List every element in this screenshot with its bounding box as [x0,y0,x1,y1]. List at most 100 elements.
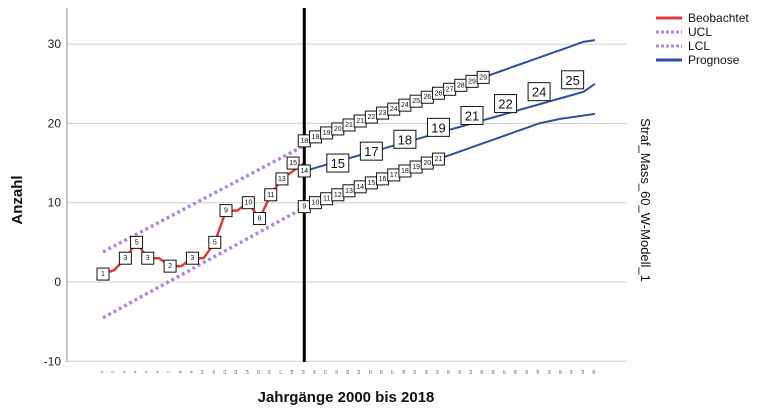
point-label: 8 [258,216,262,223]
point-label: 5 [135,239,139,246]
point-label: 21 [465,108,479,123]
point-label-box [208,235,222,249]
x-tick-label: 28 [401,369,406,374]
point-label: 28 [457,82,465,89]
y-tick-label: 20 [48,116,62,130]
point-label: 29 [479,74,487,81]
x-tick-label: 43 [569,369,574,374]
point-label-box [264,188,278,202]
legend-label-prognose: Prognose [688,53,740,67]
x-tick-label: 13 [233,369,238,374]
point-label-box [286,156,300,170]
y-tick-labels: -10 0 10 20 30 [44,37,62,368]
legend-label-ucl: UCL [688,25,712,39]
point-label: 15 [367,180,375,187]
x-tick-label: 17 [278,369,283,374]
x-tick-label: 21 [323,369,328,374]
x-tick-label: 26 [379,369,384,374]
point-label-box [185,251,199,265]
x-tick-label: 27 [390,369,395,374]
point-label: 14 [356,184,364,191]
x-tick-label: 31 [434,369,439,374]
point-label: 21 [356,118,364,125]
series-line-beobachtet [102,162,306,276]
point-label-box [326,153,350,173]
point-label: 25 [565,73,579,88]
x-tick-label: 12 [222,369,227,374]
point-label: 17 [390,172,398,179]
point-label: 19 [431,120,445,135]
point-label-box [359,141,383,161]
x-tick-label: 34 [468,369,473,374]
point-label-box [431,152,445,166]
point-label-box [393,129,417,149]
gridlines [67,43,627,362]
x-tick-label: 22 [334,369,339,374]
point-label: 20 [334,126,342,133]
x-tick-label: 10 [200,369,205,374]
y-tick-label: 30 [48,37,62,51]
x-tick-label: 14 [244,369,249,374]
point-label: 5 [213,239,217,246]
x-tick-label: 5 [144,370,149,373]
x-tick-label: 29 [412,369,417,374]
x-tick-label: 7 [166,370,171,373]
control-limit-lines [102,144,306,320]
point-label: 11 [323,196,330,203]
x-tick-labels: 1 2 3 4 5 6 7 8 9 10 11 12 13 14 15 16 17 18 19 20 21 22 23 24 2… [99,369,596,374]
point-label: 18 [300,138,308,145]
x-tick-label: 33 [457,369,462,374]
point-label-box [460,105,484,125]
point-label-box [426,117,450,137]
x-tick-label: 38 [513,369,518,374]
point-label-box [118,251,132,265]
point-label: 20 [423,160,431,167]
point-label: 9 [302,204,306,211]
point-label: 26 [423,94,431,101]
x-tick-label: 2 [110,370,115,373]
legend-label-beobachtet: Beobachtet [688,11,749,25]
point-label: 15 [289,160,297,167]
point-label: 24 [390,106,398,113]
x-tick-label: 23 [345,369,350,374]
point-label: 22 [498,97,512,112]
point-label-box [561,70,585,90]
point-label: 18 [398,132,412,147]
point-label: 21 [435,156,443,163]
x-tick-label: 9 [188,370,193,373]
x-tick-label: 4 [133,370,138,373]
x-tick-label: 44 [580,369,585,374]
point-label: 3 [123,255,127,262]
x-tick-label: 11 [211,369,216,374]
point-label: 26 [435,90,443,97]
y-tick-label: 0 [54,275,61,289]
point-label: 29 [468,78,476,85]
point-label-box [476,70,490,84]
point-label: 15 [331,156,345,171]
x-tick-label: 25 [367,369,372,374]
legend-label-lcl: LCL [688,39,710,53]
point-label: 1 [101,271,105,278]
x-tick-label: 19 [300,369,305,374]
series-line-lcl [102,205,306,320]
point-label: 9 [224,208,228,215]
x-tick-label: 30 [423,369,428,374]
point-label-box [96,267,110,281]
x-tick-label: 32 [446,369,451,374]
x-tick-label: 40 [535,369,540,374]
x-axis-title: Jahrgänge 2000 bis 2018 [258,389,435,406]
point-label: 23 [379,110,387,117]
point-labels: 1353235910811131518149181920212122232424… [96,70,585,281]
point-label: 17 [364,144,378,159]
point-label-box [275,172,289,186]
point-label: 2 [168,263,172,270]
point-label: 10 [312,200,320,207]
point-label-box [241,196,255,210]
point-label-box [130,235,144,249]
point-label: 22 [367,114,375,121]
point-label: 18 [312,134,320,141]
point-label: 14 [300,168,308,175]
x-tick-label: 39 [524,369,529,374]
